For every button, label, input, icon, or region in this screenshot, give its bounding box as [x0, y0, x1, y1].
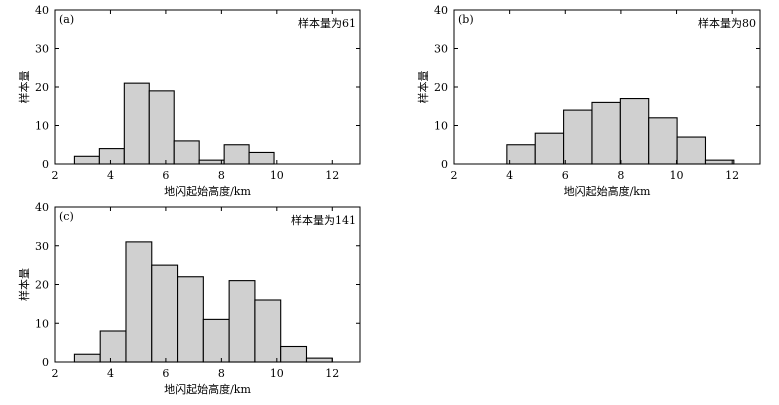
y-axis-label: 样本量 [416, 71, 430, 104]
x-tick-label: 10 [270, 367, 284, 380]
histogram-bar [648, 117, 678, 165]
x-tick-label: 4 [506, 169, 513, 182]
y-axis-label: 样本量 [17, 71, 31, 104]
histogram-bar [563, 109, 593, 165]
y-tick-label: 10 [434, 120, 448, 133]
sample-size-annotation: 样本量为61 [298, 16, 356, 30]
y-tick-label: 20 [434, 81, 448, 94]
x-tick-label: 4 [107, 367, 114, 380]
panel-label: (b) [458, 13, 474, 26]
x-tick-label: 12 [325, 367, 339, 380]
histogram-bar [506, 144, 536, 165]
histogram-bar [98, 148, 125, 165]
histogram-bar [676, 136, 707, 165]
histogram-bar [254, 299, 282, 363]
histogram-panel-3: 2 4 6 8 10 12 0 10 20 30 40 (c) 样本量为141 地闪起始高度/km 样本量 [17, 201, 361, 396]
histogram-bar [148, 90, 175, 165]
histogram-bar [704, 159, 735, 165]
x-tick-label: 10 [670, 169, 684, 182]
x-tick-label: 2 [52, 169, 59, 182]
histogram-bar [280, 345, 308, 363]
x-tick-label: 8 [218, 367, 225, 380]
x-axis-label: 地闪起始高度/km [164, 184, 251, 198]
plot-frame [54, 9, 361, 165]
y-tick-label: 40 [434, 4, 448, 17]
x-tick-label: 12 [325, 169, 339, 182]
histogram-bar [73, 353, 101, 363]
histogram-bar [223, 144, 250, 165]
histogram-bar [123, 82, 150, 165]
histogram-bar [534, 132, 565, 165]
y-tick-label: 40 [35, 201, 49, 214]
y-tick-label: 0 [441, 158, 448, 171]
histogram-bar [125, 241, 153, 363]
y-tick-label: 40 [35, 4, 49, 17]
histogram-panel-2: 2 4 6 8 10 12 0 10 20 30 40 (b) 样本量为80 地闪起始高度/km 样本量 [416, 4, 761, 198]
x-tick-label: 6 [562, 169, 569, 182]
y-tick-label: 20 [35, 279, 49, 292]
panel-label: (a) [59, 13, 74, 26]
histogram-bar [305, 357, 333, 363]
histogram-bar [177, 276, 204, 363]
histogram-bar [198, 159, 225, 165]
y-tick-label: 10 [35, 317, 49, 330]
histogram-bar [73, 155, 100, 165]
panel-label: (c) [59, 210, 74, 223]
histogram-bar [151, 264, 179, 363]
histogram-bar [619, 98, 650, 165]
x-tick-label: 2 [451, 169, 458, 182]
sample-size-annotation: 样本量为141 [291, 213, 356, 227]
x-axis-label: 地闪起始高度/km [164, 382, 251, 396]
histogram-panel-1: 2 4 6 8 10 12 0 10 20 30 40 (a) 样本量为61 地闪起始高度/km 样本量 [17, 4, 361, 198]
sample-size-annotation: 样本量为80 [698, 16, 756, 30]
y-tick-label: 30 [35, 240, 49, 253]
x-tick-label: 8 [617, 169, 624, 182]
y-tick-label: 0 [42, 356, 49, 369]
histogram-bar [173, 140, 200, 165]
y-tick-label: 0 [42, 158, 49, 171]
y-tick-label: 20 [35, 81, 49, 94]
histogram-bar [228, 280, 256, 363]
y-tick-label: 30 [35, 43, 49, 56]
histogram-bar [99, 330, 127, 363]
histogram-bar [202, 318, 230, 363]
x-tick-label: 12 [725, 169, 739, 182]
x-tick-label: 6 [162, 367, 169, 380]
x-tick-label: 8 [218, 169, 225, 182]
x-tick-label: 6 [162, 169, 169, 182]
y-tick-label: 30 [434, 43, 448, 56]
y-tick-label: 10 [35, 120, 49, 133]
x-tick-label: 2 [52, 367, 59, 380]
histogram-bar [591, 101, 621, 165]
histogram-bar [248, 151, 275, 165]
y-axis-label: 样本量 [17, 268, 31, 301]
x-tick-label: 4 [107, 169, 114, 182]
x-tick-label: 10 [270, 169, 284, 182]
x-axis-label: 地闪起始高度/km [564, 184, 651, 198]
